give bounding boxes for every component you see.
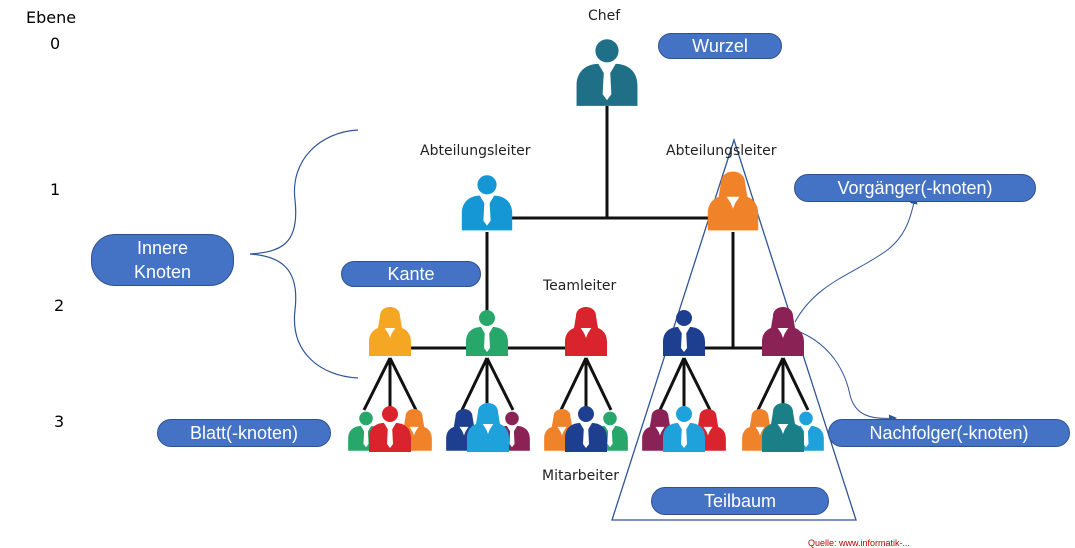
role-mitarbeiter: Mitarbeiter [542, 468, 620, 484]
label-wurzel: Wurzel [658, 33, 782, 59]
role-chef: Chef [588, 8, 621, 24]
role-abteilungsleiter-left: Abteilungsleiter [420, 143, 531, 159]
manager-right-person-icon [707, 171, 759, 231]
staff-group-2-icon [446, 403, 530, 452]
chef-person-icon [576, 39, 638, 106]
inner-nodes-brace [249, 129, 359, 379]
staff-group-1-icon [348, 406, 432, 452]
successor-arrow [799, 331, 897, 423]
teamlead-1-icon [369, 307, 411, 356]
teamlead-3-icon [565, 307, 607, 356]
level-1: 1 [50, 180, 61, 199]
label-vorgaenger: Vorgänger(-knoten) [794, 174, 1036, 202]
teamlead-4-icon [663, 310, 705, 356]
staff-group-4-icon [642, 406, 726, 452]
teamlead-5-icon [762, 307, 804, 356]
label-innere-line1: Innere [136, 238, 189, 258]
level-2: 2 [54, 296, 65, 315]
level-header: Ebene [26, 8, 77, 27]
label-nachfolger: Nachfolger(-knoten) [828, 419, 1070, 447]
role-teamleiter: Teamleiter [543, 278, 617, 294]
staff-group-3-icon [544, 406, 628, 452]
label-kante: Kante [341, 261, 481, 287]
tree-edges [362, 106, 810, 411]
staff-group-5-icon [742, 403, 824, 452]
manager-left-person-icon [461, 175, 513, 231]
label-innere-knoten: Innere Knoten [91, 234, 234, 286]
source-note: Quelle: www.informatik-... [808, 538, 911, 548]
predecessor-arrow [794, 196, 918, 323]
label-blatt: Blatt(-knoten) [157, 419, 331, 447]
level-3: 3 [54, 412, 65, 431]
label-innere-line2: Knoten [133, 262, 192, 282]
role-abteilungsleiter-right: Abteilungsleiter [666, 143, 777, 159]
teamlead-2-icon [466, 310, 508, 356]
label-teilbaum: Teilbaum [651, 487, 829, 515]
level-0: 0 [50, 34, 61, 53]
